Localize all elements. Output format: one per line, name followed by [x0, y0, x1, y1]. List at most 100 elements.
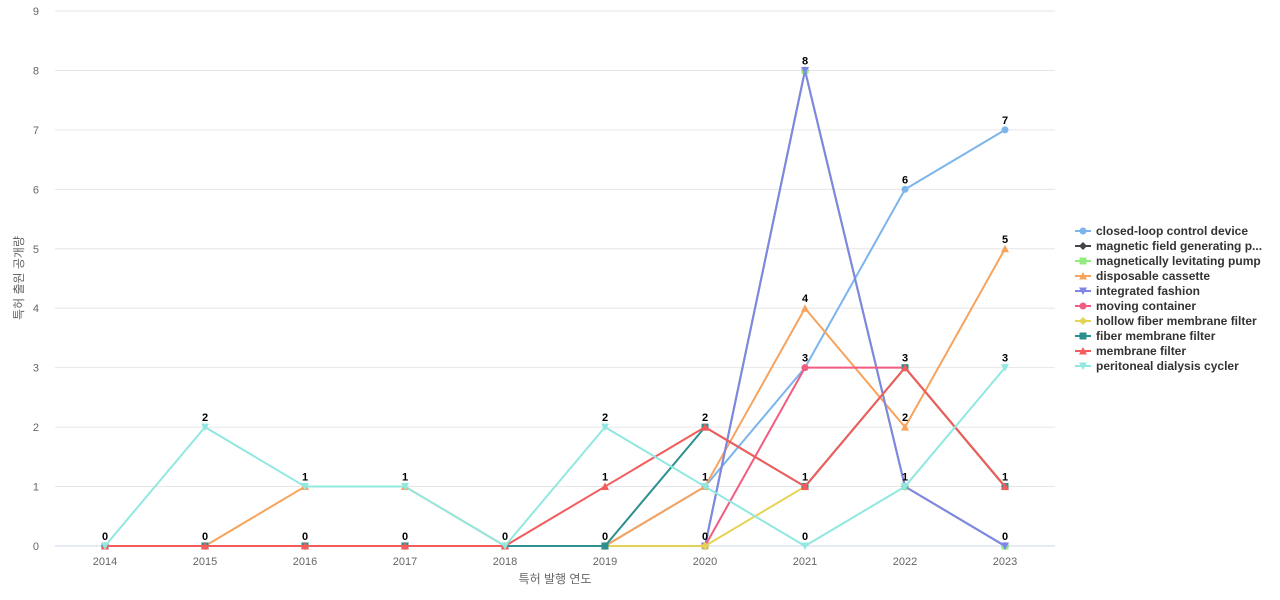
- data-point: [201, 542, 209, 550]
- data-point: [301, 483, 309, 491]
- data-label: 2: [202, 412, 208, 424]
- data-label: 0: [102, 531, 108, 543]
- legend-label: closed-loop control device: [1096, 224, 1248, 238]
- data-label: 3: [1002, 353, 1008, 365]
- data-label: 6: [902, 174, 908, 186]
- x-tick-label: 2023: [993, 556, 1017, 568]
- legend-marker: [1079, 302, 1087, 310]
- data-label: 1: [802, 472, 808, 484]
- series-lines: [101, 66, 1009, 550]
- data-point: [501, 542, 509, 550]
- data-point: [1001, 542, 1009, 550]
- series-line: [104, 247, 1006, 547]
- legend-marker: [1079, 242, 1087, 250]
- data-label: 7: [1002, 115, 1008, 127]
- legend-label: integrated fashion: [1096, 284, 1200, 298]
- data-label: 1: [302, 472, 308, 484]
- legend-marker: [1079, 347, 1087, 355]
- y-tick-label: 0: [33, 541, 39, 553]
- series-6: [101, 364, 1009, 550]
- legend-item[interactable]: fiber membrane filter: [1075, 329, 1216, 343]
- legend-label: magnetically levitating pump: [1096, 254, 1261, 268]
- data-label: 3: [902, 353, 908, 365]
- x-tick-label: 2020: [693, 556, 717, 568]
- y-axis-ticks: 0 1 2 3 4 5 6 7 8 9: [33, 6, 39, 553]
- legend-item[interactable]: magnetically levitating pump: [1075, 254, 1261, 268]
- data-point: [1001, 364, 1009, 372]
- legend-marker: [1079, 257, 1087, 265]
- legend-label: magnetic field generating p...: [1096, 239, 1262, 253]
- x-tick-label: 2017: [393, 556, 417, 568]
- series-7: [101, 363, 1009, 550]
- series-line: [104, 366, 1006, 547]
- y-tick-label: 4: [33, 303, 39, 315]
- legend-item[interactable]: disposable cassette: [1075, 269, 1210, 283]
- data-point: [801, 542, 809, 550]
- data-point: [1001, 482, 1009, 491]
- data-label: 0: [402, 531, 408, 543]
- y-tick-label: 9: [33, 6, 39, 18]
- series-9: [101, 363, 1009, 550]
- data-label: 0: [202, 531, 208, 543]
- y-tick-label: 2: [33, 422, 39, 434]
- data-label: 2: [902, 412, 908, 424]
- x-tick-label: 2022: [893, 556, 917, 568]
- series-8: [101, 364, 1009, 550]
- data-label: 0: [802, 531, 808, 543]
- data-point: [701, 423, 709, 431]
- x-tick-label: 2021: [793, 556, 817, 568]
- data-label: 0: [502, 531, 508, 543]
- series-10: [101, 364, 1009, 550]
- legend-label: peritoneal dialysis cycler: [1096, 359, 1239, 373]
- y-tick-label: 3: [33, 363, 39, 375]
- y-tick-label: 6: [33, 184, 39, 196]
- data-point: [601, 482, 609, 491]
- x-tick-label: 2015: [193, 556, 217, 568]
- x-tick-label: 2016: [293, 556, 317, 568]
- data-point: [301, 542, 309, 550]
- data-label: 1: [1002, 472, 1008, 484]
- data-point: [901, 363, 909, 372]
- legend-item[interactable]: moving container: [1075, 299, 1196, 313]
- data-label: 2: [702, 412, 708, 424]
- data-label: 5: [1002, 234, 1008, 246]
- data-point: [701, 542, 709, 550]
- data-label: 0: [702, 531, 708, 543]
- data-point: [601, 423, 609, 432]
- data-label: 1: [602, 472, 608, 484]
- data-label: 1: [702, 472, 708, 484]
- legend-marker: [1079, 272, 1087, 280]
- data-point: [901, 423, 909, 431]
- legend-marker: [1079, 332, 1087, 340]
- legend-item[interactable]: integrated fashion: [1075, 284, 1200, 298]
- legend-marker: [1079, 362, 1087, 370]
- legend-item[interactable]: magnetic field generating p...: [1075, 239, 1262, 253]
- legend-label: disposable cassette: [1096, 269, 1210, 283]
- x-tick-label: 2019: [593, 556, 617, 568]
- legend-label: membrane filter: [1096, 344, 1186, 358]
- legend-item[interactable]: peritoneal dialysis cycler: [1075, 359, 1239, 373]
- legend-item[interactable]: closed-loop control device: [1075, 224, 1248, 238]
- series-line: [104, 366, 1006, 547]
- data-point: [801, 482, 809, 491]
- x-axis-title: 특허 발행 연도: [519, 571, 592, 586]
- series-line: [104, 366, 1006, 547]
- data-point: [401, 542, 409, 550]
- y-tick-label: 1: [33, 482, 39, 494]
- data-point: [701, 483, 709, 491]
- y-tick-label: 5: [33, 244, 39, 256]
- legend-item[interactable]: hollow fiber membrane filter: [1075, 314, 1257, 328]
- legend-label: fiber membrane filter: [1096, 329, 1216, 343]
- series-line: [104, 366, 1006, 547]
- legend-label: hollow fiber membrane filter: [1096, 314, 1257, 328]
- data-point: [1001, 126, 1009, 134]
- series-4: [101, 244, 1009, 550]
- gridlines: [55, 10, 1055, 547]
- data-label: 1: [402, 472, 408, 484]
- y-tick-label: 8: [33, 65, 39, 77]
- legend-item[interactable]: membrane filter: [1075, 344, 1186, 358]
- y-tick-label: 7: [33, 125, 39, 137]
